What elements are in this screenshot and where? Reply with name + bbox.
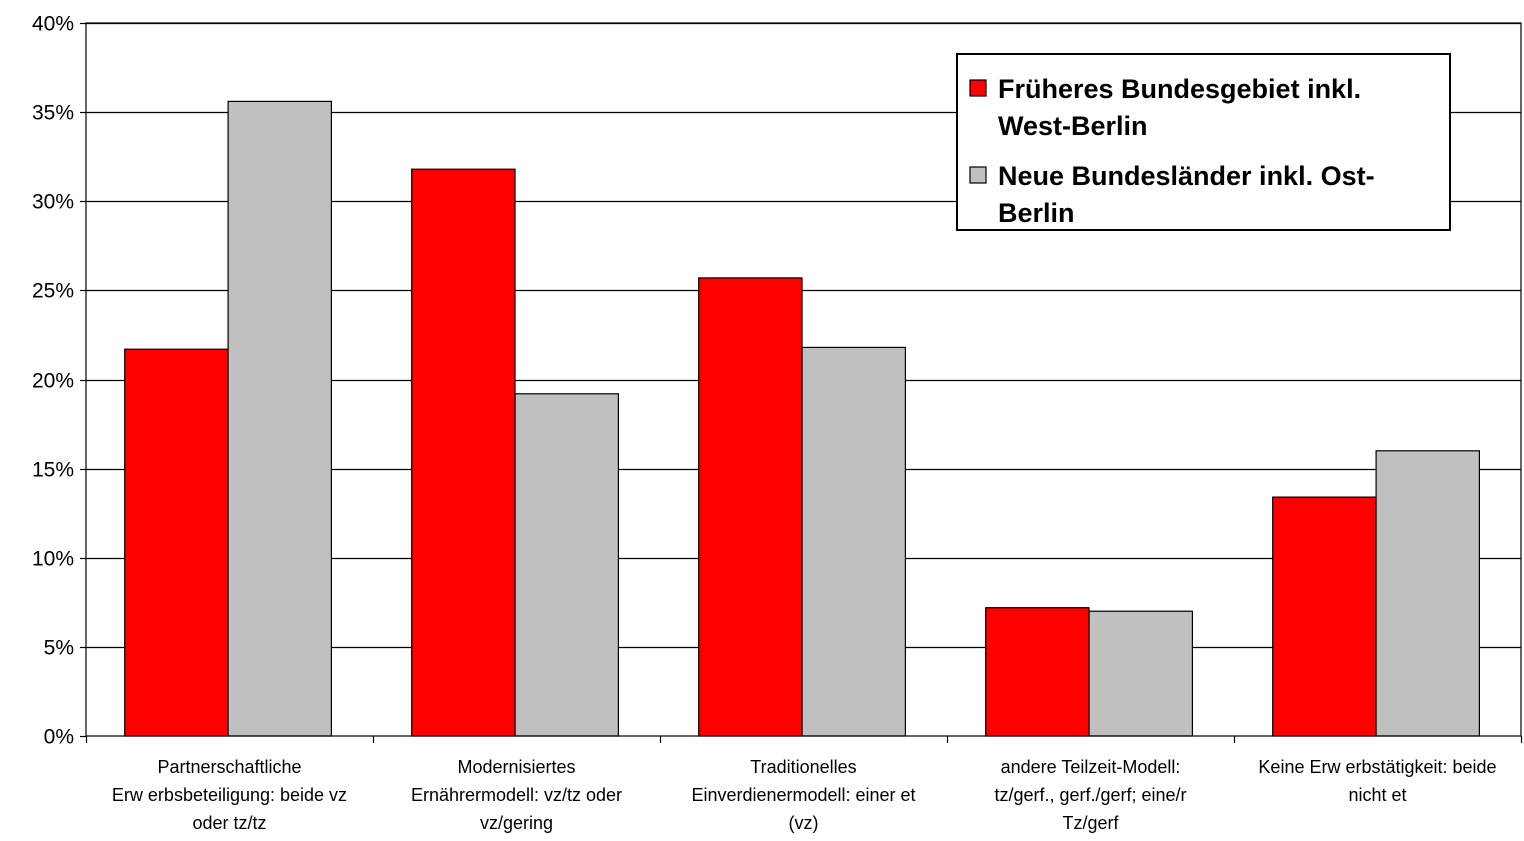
category-label: oder tz/tz <box>192 813 266 833</box>
y-tick-label: 30% <box>32 191 74 214</box>
plot-area-frame <box>85 22 1522 737</box>
legend-label: Neue Bundesländer inkl. Ost- <box>998 161 1375 191</box>
category-label: tz/gerf., gerf./gerf; eine/r <box>994 785 1186 805</box>
category-label: Erw erbsbeteiligung: beide vz <box>112 785 347 805</box>
category-label: Einverdienermodell: einer et <box>691 785 915 805</box>
bar-series2-category4 <box>1088 610 1193 737</box>
category-label: vz/gering <box>480 813 553 833</box>
bar-series1-category5 <box>1272 496 1377 737</box>
category-label: (vz) <box>789 813 819 833</box>
y-tick-labels: 0% 5% 10% 15% 20% 25% 30% 35% 40% <box>32 13 74 749</box>
category-label: Keine Erw erbstätigkeit: beide <box>1258 757 1496 777</box>
bar-series1-category4 <box>985 607 1090 737</box>
y-tick-label: 35% <box>32 102 74 125</box>
category-label: Partnerschaftliche <box>157 757 301 777</box>
legend-box <box>956 53 1451 231</box>
legend: Früheres Bundesgebiet inkl. West-Berlin Ne… <box>956 53 1451 231</box>
bar-series2-category3 <box>801 346 906 737</box>
bar-series2-category2 <box>514 393 619 737</box>
y-tick-label: 5% <box>44 637 74 660</box>
bar-series2-category5 <box>1375 450 1480 737</box>
y-tick-label: 40% <box>32 13 74 36</box>
category-label: andere Teilzeit-Modell: <box>1001 757 1181 777</box>
y-tick-label: 25% <box>32 280 74 303</box>
y-tick-label: 0% <box>44 726 74 749</box>
legend-label: West-Berlin <box>998 111 1148 141</box>
y-tick-label: 20% <box>32 370 74 393</box>
category-labels: Partnerschaftliche Erw erbsbeteiligung: b… <box>112 757 1497 833</box>
category-label: Ernährermodell: vz/tz oder <box>411 785 622 805</box>
category-label: Tz/gerf <box>1062 813 1119 833</box>
bar-series1-category3 <box>698 277 803 737</box>
category-label: Modernisiertes <box>457 757 575 777</box>
y-tick-label: 10% <box>32 548 74 571</box>
category-label: nicht et <box>1348 785 1406 805</box>
axes <box>80 22 1523 743</box>
y-tick-label: 15% <box>32 459 74 482</box>
legend-label: Berlin <box>998 198 1075 228</box>
legend-swatch-series1 <box>969 79 987 97</box>
legend-swatch-series2 <box>969 166 987 184</box>
legend-label: Früheres Bundesgebiet inkl. <box>998 74 1361 104</box>
bar-series1-category1 <box>124 348 229 737</box>
category-label: Traditionelles <box>750 757 856 777</box>
bar-series1-category2 <box>411 168 516 737</box>
bar-series2-category1 <box>227 100 333 737</box>
bars <box>124 100 1480 737</box>
